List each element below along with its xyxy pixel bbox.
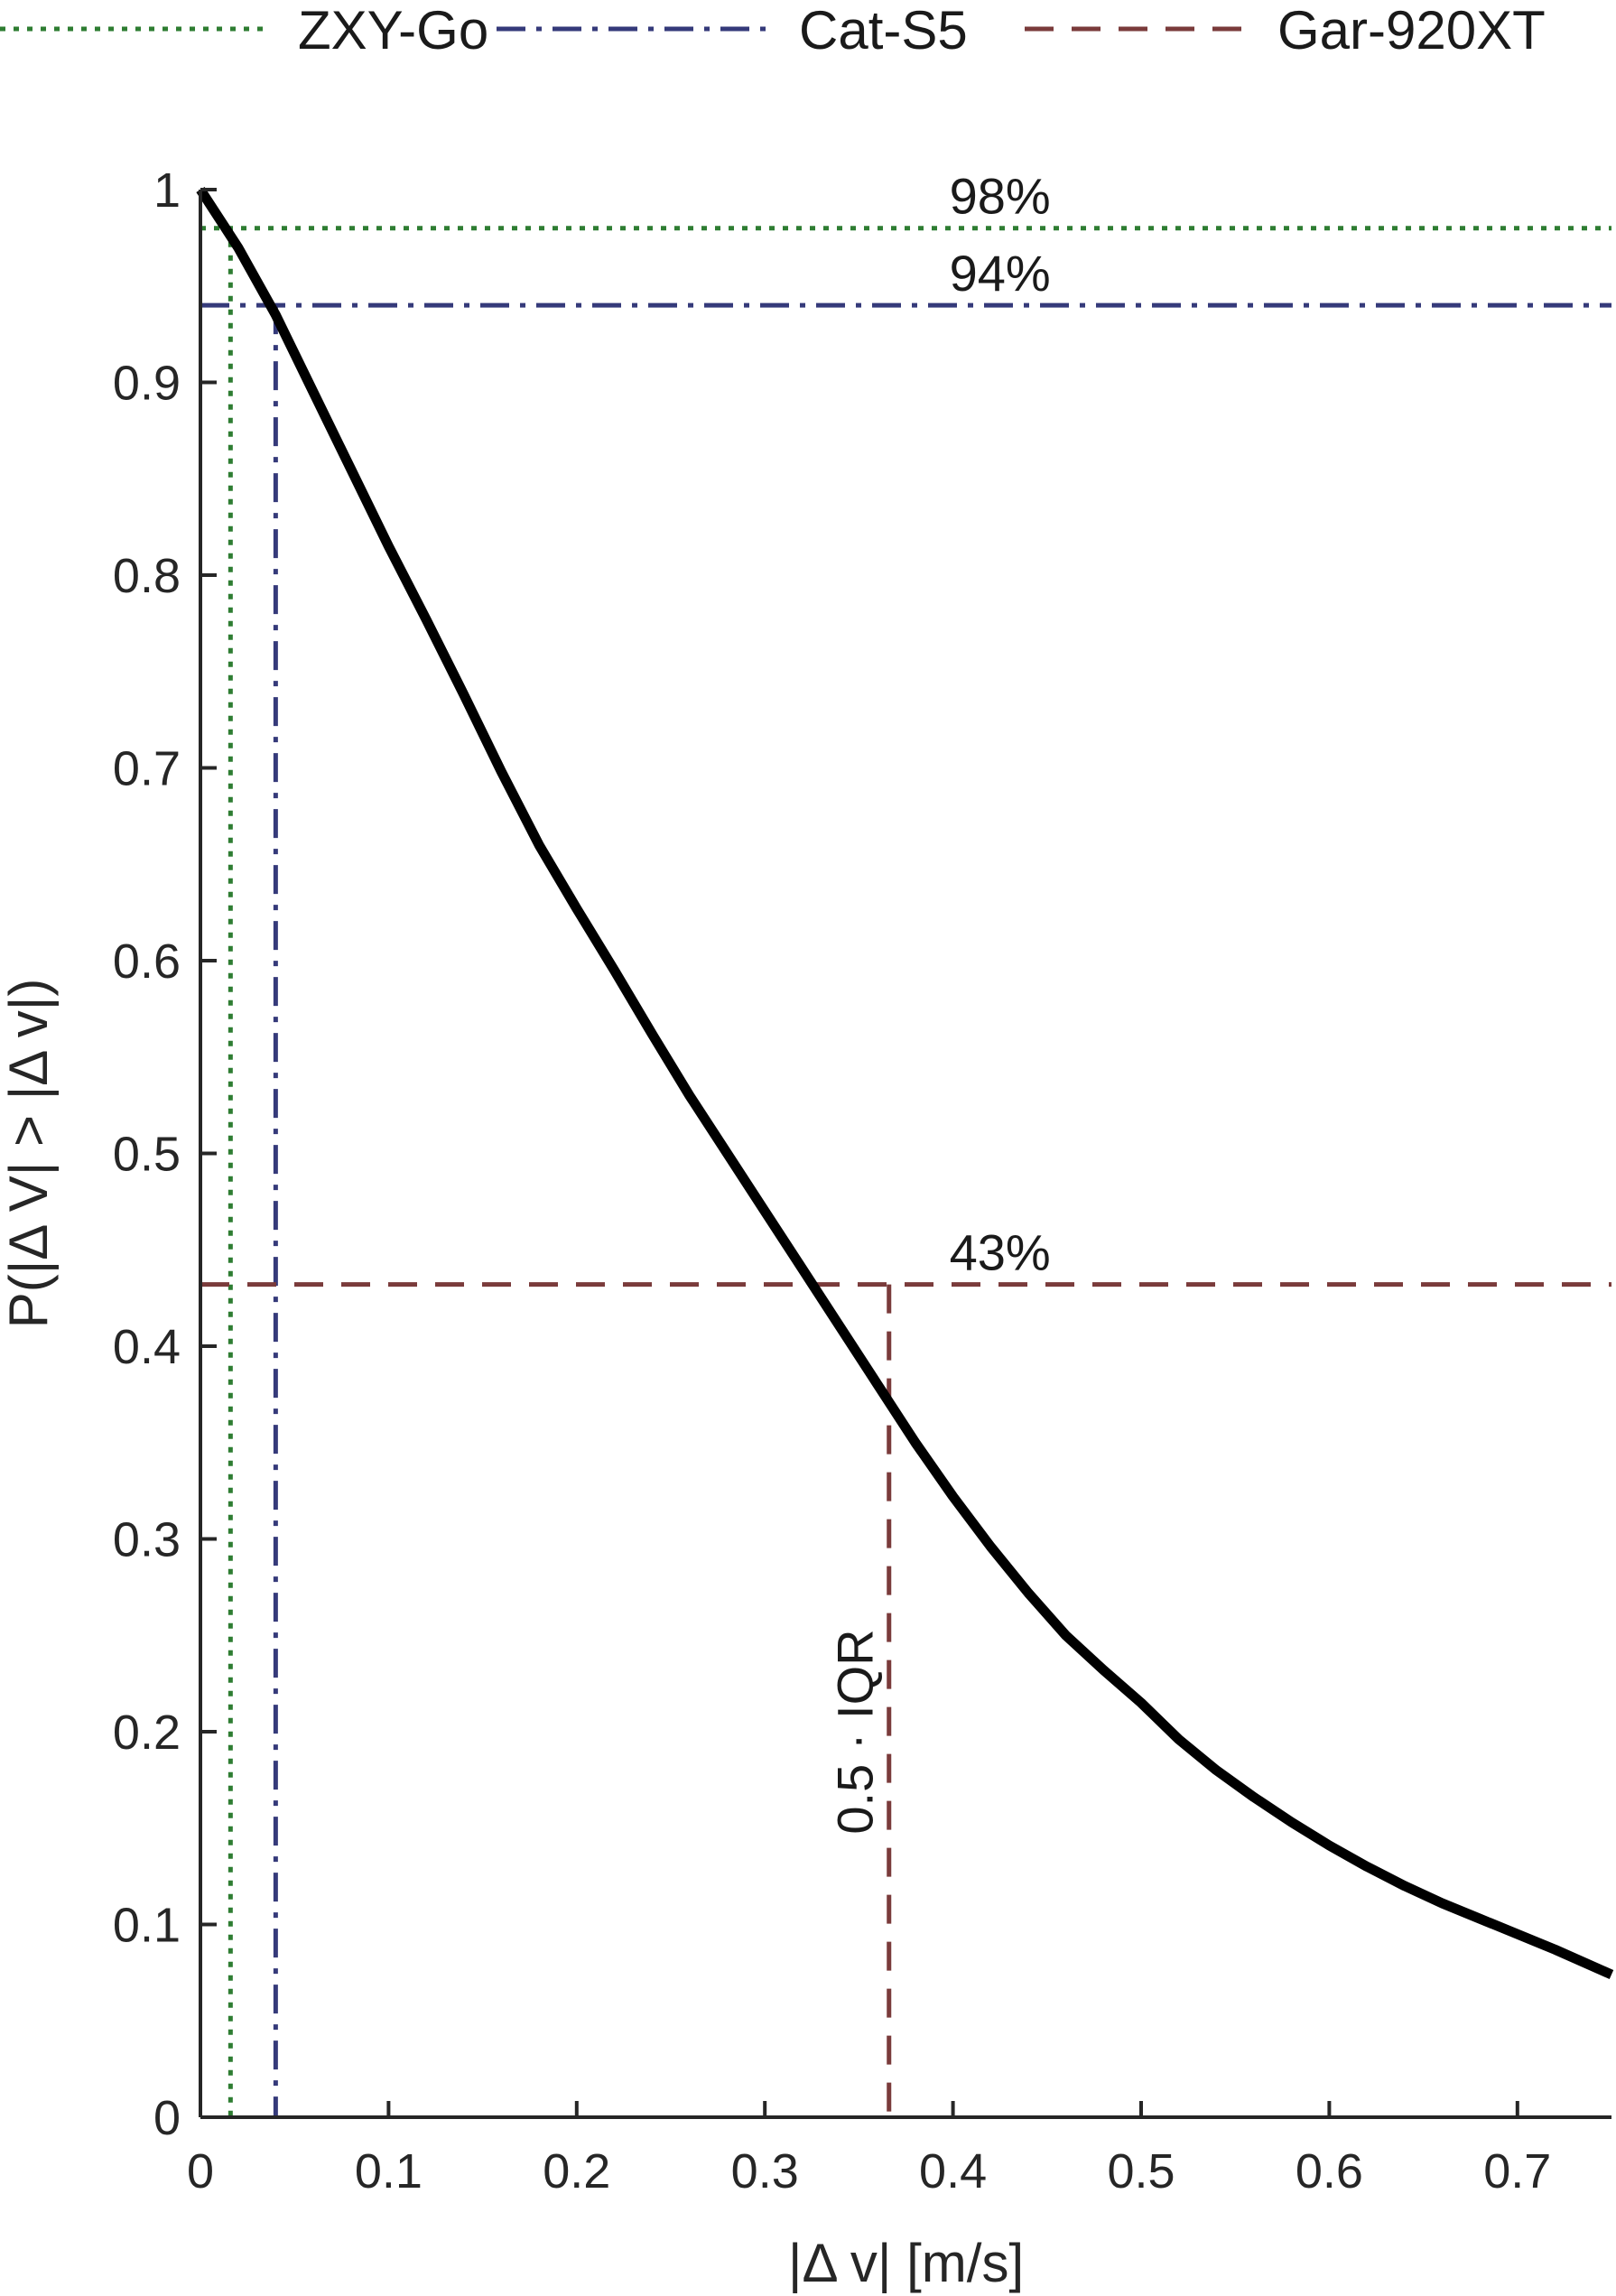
y-tick-label: 0.7: [113, 742, 181, 796]
legend-label-gar-920xt: Gar-920XT: [1277, 0, 1546, 60]
exceedance-curve: [196, 187, 1614, 1980]
y-tick-label: 0.5: [113, 1128, 181, 1182]
reference-lines: 98% 94% 43%: [200, 168, 1611, 2117]
x-tick-label: 0.3: [731, 2144, 799, 2198]
zxy-go-percent-label: 98%: [950, 168, 1051, 225]
y-tick-label: 0.3: [113, 1513, 181, 1567]
y-tick-label: 1: [153, 163, 181, 218]
ticks: 0 0.1 0.2 0.3 0.4 0.5 0.6 0.7 0 0.1 0.2 0.3 0.4 0.5 0.…: [113, 163, 1551, 2198]
iqr-annotation: 0.5 · IQR: [827, 1629, 884, 1834]
gar-920xt-percent-label: 43%: [950, 1224, 1051, 1281]
x-tick-label: 0.1: [355, 2144, 423, 2198]
y-tick-label: 0.4: [113, 1320, 181, 1374]
labels: |Δ v| [m/s] P(|Δ V| > |Δ v|) 0.5 · IQR: [0, 979, 1024, 2293]
x-tick-label: 0: [187, 2144, 214, 2198]
legend: ZXY-Go Cat-S5 Gar-920XT: [0, 0, 1546, 60]
y-tick-label: 0: [153, 2091, 181, 2145]
axes: [199, 190, 1611, 2119]
y-tick-label: 0.8: [113, 549, 181, 603]
y-axis-label: P(|Δ V| > |Δ v|): [0, 979, 59, 1329]
x-tick-label: 0.5: [1107, 2144, 1175, 2198]
x-tick-label: 0.7: [1483, 2144, 1551, 2198]
legend-label-cat-s5: Cat-S5: [799, 0, 968, 60]
cat-s5-percent-label: 94%: [950, 245, 1051, 302]
y-tick-label: 0.9: [113, 357, 181, 411]
curve-layer: [196, 187, 1614, 1980]
x-tick-label: 0.4: [919, 2144, 987, 2198]
x-tick-label: 0.2: [543, 2144, 610, 2198]
y-tick-label: 0.1: [113, 1899, 181, 1953]
x-axis-label: |Δ v| [m/s]: [788, 2233, 1024, 2293]
x-tick-label: 0.6: [1296, 2144, 1363, 2198]
y-tick-label: 0.2: [113, 1706, 181, 1760]
y-tick-label: 0.6: [113, 934, 181, 989]
legend-label-zxy-go: ZXY-Go: [298, 0, 488, 60]
